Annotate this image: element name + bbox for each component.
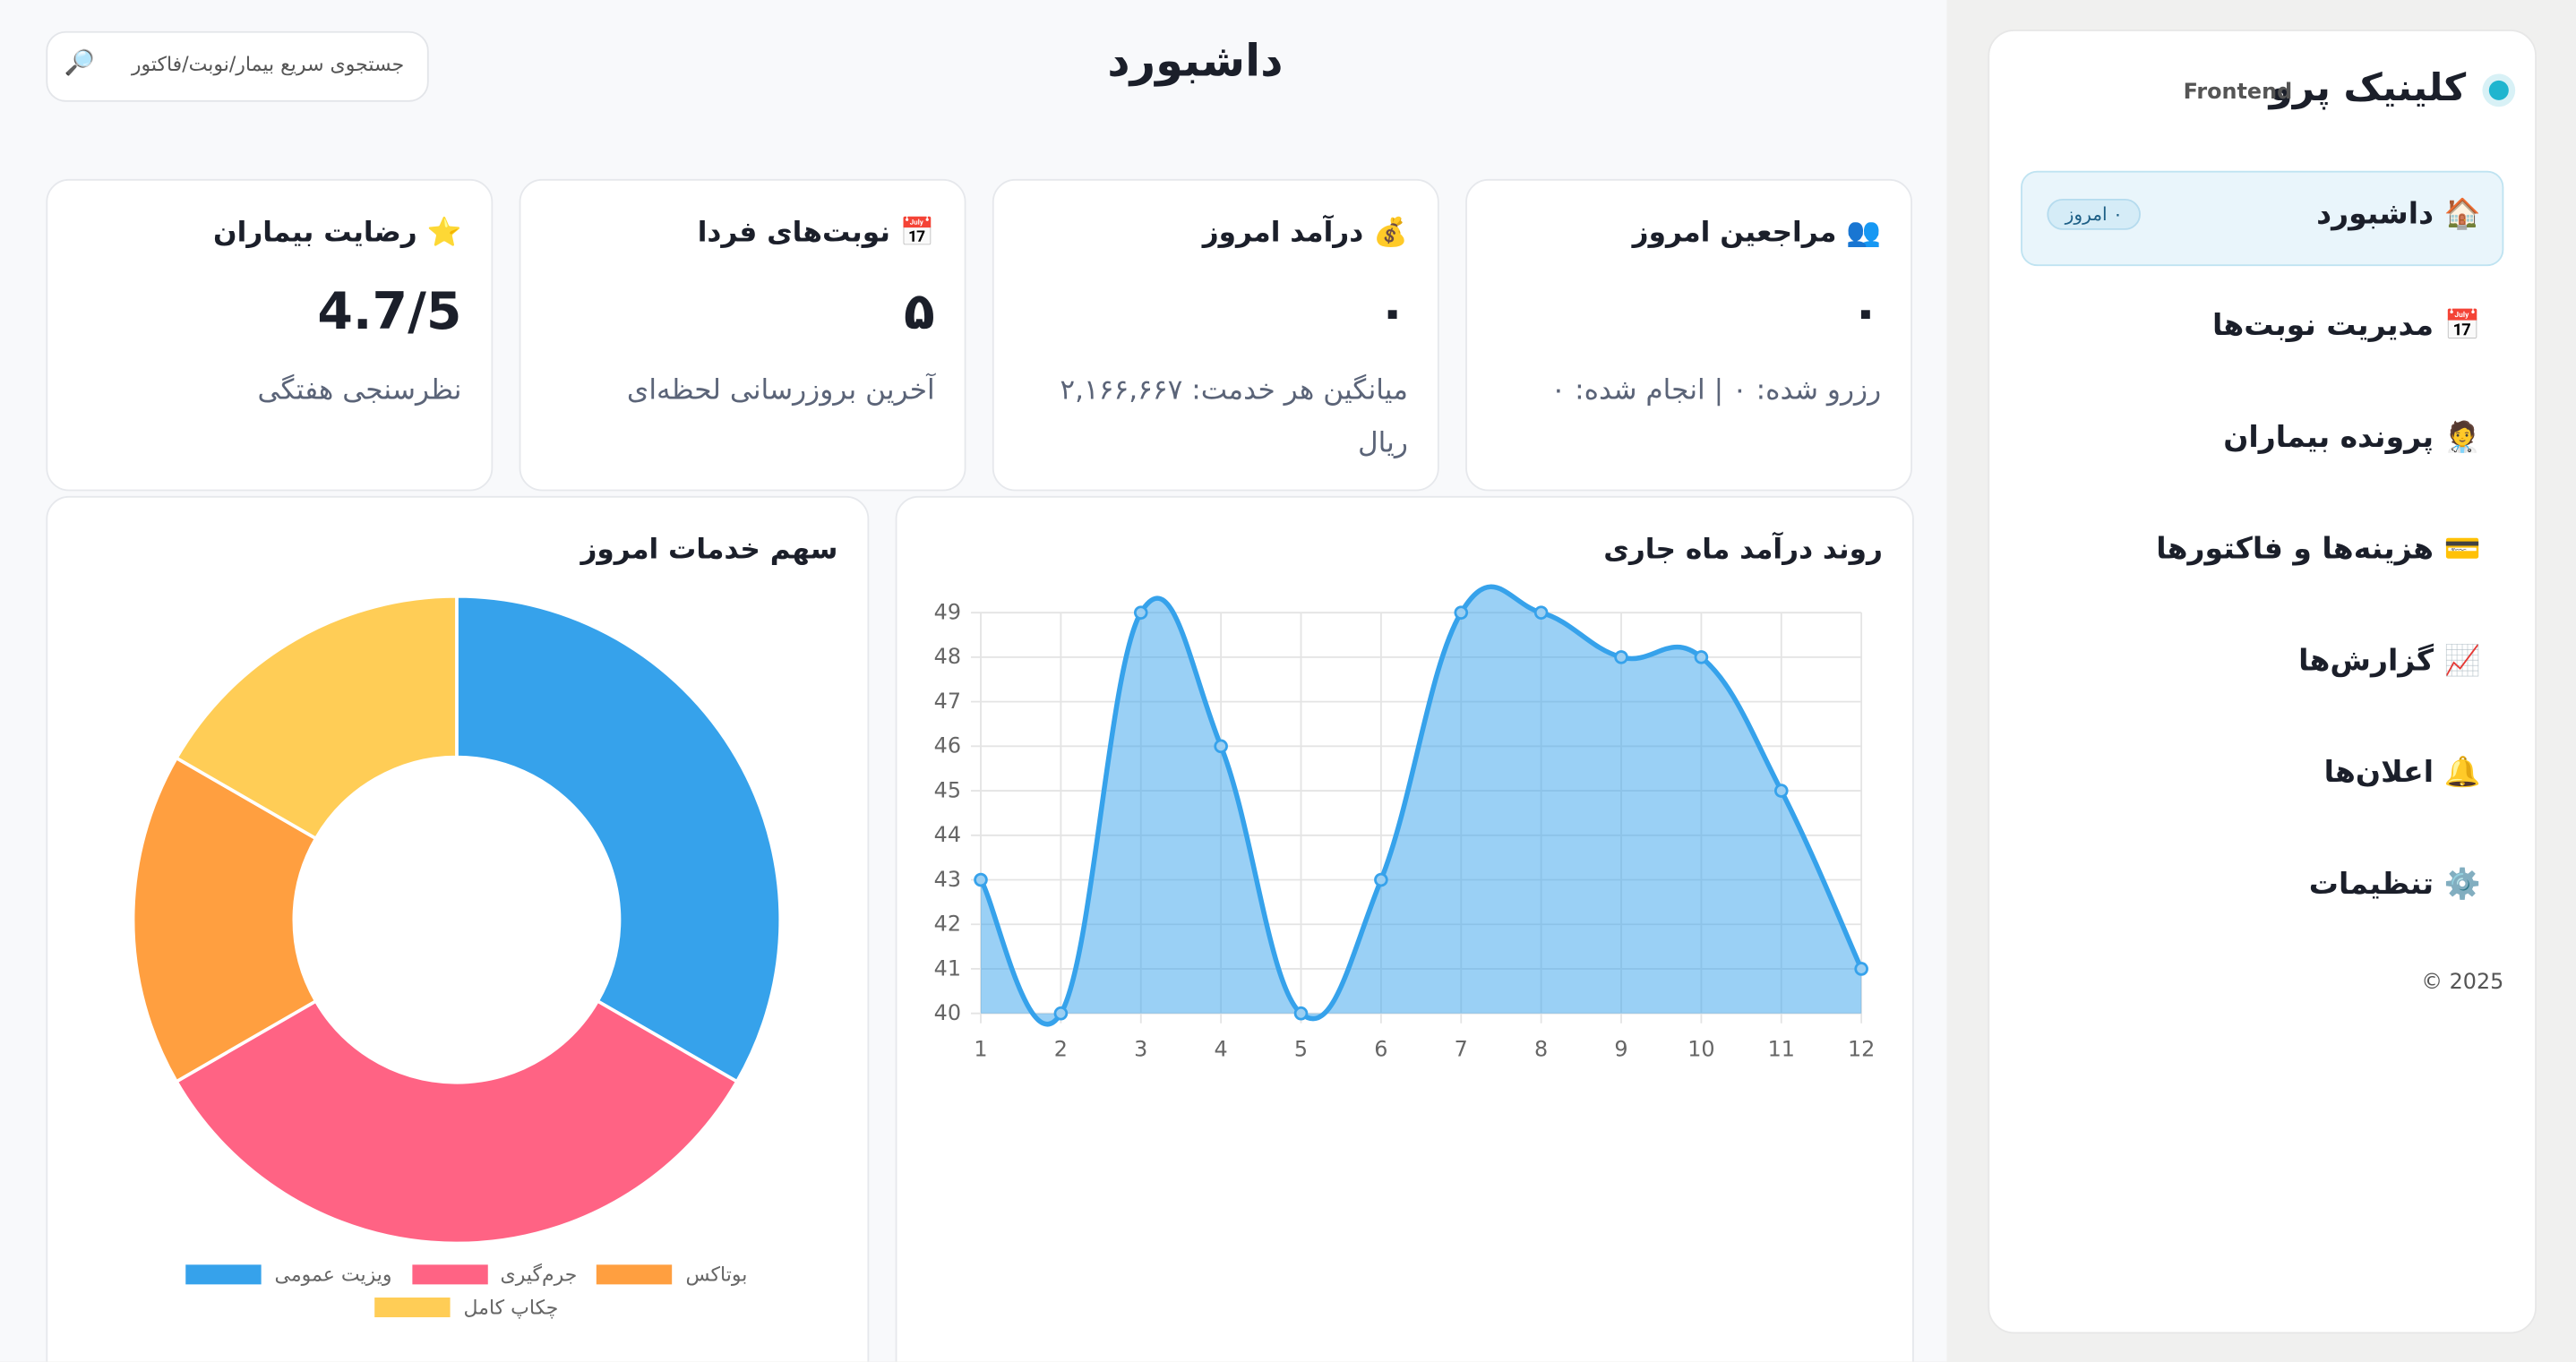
sidebar: کلینیک پرو Frontend ۰ امروز 🏠 داشبورد 📅 م… — [1988, 30, 2537, 1334]
line-card: روند درآمد ماه جاری — [895, 495, 1914, 1362]
card-value: ۰ — [1377, 282, 1408, 342]
legend-swatch — [185, 1264, 262, 1285]
chart-title: سهم خدمات امروز — [580, 534, 838, 567]
stat-card: 👥 مراجعین امروز ۰ رزرو شده: ۰ | انجام شده:… — [1465, 178, 1913, 492]
card-title: 👥 مراجعین امروز — [1632, 217, 1882, 250]
legend-item: جرم‌گیری — [411, 1263, 577, 1286]
footer: © 2025 — [2421, 971, 2504, 996]
nav-item[interactable]: 📅 مدیریت نوبت‌ها — [2212, 308, 2481, 344]
stat-card: 📅 نوبت‌های فردا ۵ آخرین بروزرسانی لحظه‌ای — [519, 178, 966, 492]
brand-dot — [2488, 80, 2509, 100]
legend-label: چکاپ کامل — [463, 1296, 559, 1319]
card-subtitle: رزرو شده: ۰ | انجام شده: ۰ — [1550, 374, 1882, 407]
legend-swatch — [411, 1264, 487, 1285]
badge: ۰ امروز — [2047, 198, 2142, 230]
brand-tag: Frontend — [2183, 80, 2293, 106]
legend-label: ویزیت عمومی — [274, 1263, 392, 1287]
card-value: ۰ — [1850, 282, 1882, 342]
card-title: ⭐ رضایت بیماران — [213, 217, 462, 250]
legend-swatch — [597, 1264, 673, 1285]
card-title: 💰 درآمد امروز — [1202, 217, 1408, 250]
card-subtitle: آخرین بروزرسانی لحظه‌ای — [626, 374, 935, 407]
active-item[interactable]: ۰ امروز — [2021, 170, 2504, 267]
search-placeholder: جستجوی سریع بیمار/نوبت/فاکتور — [131, 52, 405, 76]
legend-label: بوتاکس — [685, 1263, 748, 1287]
main: داشبورد جستجوی سریع بیمار/نوبت/فاکتور 🔎 … — [0, 0, 1947, 1362]
donut-card: سهم خدمات امروز ویزیت عمومی جرم‌گیری بوتاک… — [46, 495, 870, 1362]
stat-card: ⭐ رضایت بیماران 4.7/5 نظرسنجی هفتگی — [46, 178, 494, 492]
legend-item: بوتاکس — [597, 1263, 747, 1286]
page-title: داشبورد — [1107, 36, 1284, 88]
legend-item: چکاپ کامل — [374, 1296, 558, 1319]
stat-card: 💰 درآمد امروز ۰ میانگین هر خدمت: ۲,۱۶۶,۶۶۷… — [992, 178, 1439, 492]
nav-item[interactable]: 🔔 اعلان‌ها — [2323, 755, 2481, 791]
legend-item: ویزیت عمومی — [185, 1263, 391, 1286]
nav-item[interactable]: 🏠 داشبورد — [2316, 197, 2481, 232]
legend-swatch — [374, 1298, 451, 1318]
brand: کلینیک پرو — [2269, 67, 2467, 110]
card-value: 4.7/5 — [317, 282, 462, 342]
card-subtitle: میانگین هر خدمت: ۲,۱۶۶,۶۶۷ ریال — [1060, 374, 1408, 460]
nav-item[interactable]: 💳 هزینه‌ها و فاکتورها — [2156, 532, 2481, 567]
legend-label: جرم‌گیری — [500, 1263, 578, 1287]
legend: ویزیت عمومی جرم‌گیری بوتاکس چکاپ کامل — [171, 1263, 762, 1319]
card-value: ۵ — [903, 282, 935, 342]
search-icon: 🔎 — [64, 47, 95, 78]
nav-item[interactable]: 📈 گزارش‌ها — [2298, 644, 2481, 679]
nav-item[interactable]: ⚙️ تنظیمات — [2308, 867, 2481, 902]
nav-item[interactable]: 🧑‍⚕️ پرونده بیماران — [2223, 420, 2481, 456]
chart-title: روند درآمد ماه جاری — [1603, 534, 1883, 567]
card-subtitle: نظرسنجی هفتگی — [257, 374, 462, 407]
card-title: 📅 نوبت‌های فردا — [697, 217, 935, 250]
search-box[interactable]: جستجوی سریع بیمار/نوبت/فاکتور 🔎 — [46, 30, 429, 102]
